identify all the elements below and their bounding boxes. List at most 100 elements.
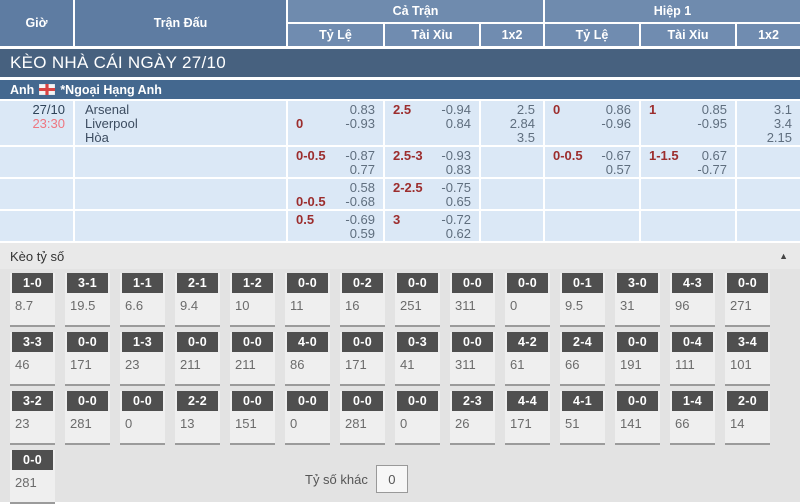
score-strip[interactable]: 0-0 0 — [505, 273, 550, 327]
odds-cell-ft-ou[interactable]: 2-2.5 -0.75 0.65 — [385, 179, 479, 209]
team-name[interactable]: Liverpool — [85, 116, 138, 131]
score-chip[interactable]: 4-1 — [562, 391, 603, 411]
score-chip[interactable]: 1-3 — [122, 332, 163, 352]
score-chip[interactable]: 2-4 — [562, 332, 603, 352]
odds-cell-ft-hdp[interactable]: 0.5 -0.69 0.59 — [288, 211, 383, 241]
score-strip[interactable]: 0-0 0 — [285, 391, 330, 445]
score-strip[interactable]: 0-0 171 — [340, 332, 385, 386]
score-chip[interactable]: 0-0 — [232, 332, 273, 352]
score-chip[interactable]: 3-3 — [12, 332, 53, 352]
score-chip[interactable]: 3-4 — [727, 332, 768, 352]
score-chip[interactable]: 0-0 — [122, 391, 163, 411]
score-chip[interactable]: 0-0 — [727, 273, 768, 293]
score-strip[interactable]: 4-0 86 — [285, 332, 330, 386]
score-chip[interactable]: 0-0 — [617, 332, 658, 352]
score-chip[interactable]: 0-0 — [617, 391, 658, 411]
score-strip[interactable]: 0-4 111 — [670, 332, 715, 386]
score-chip[interactable]: 0-0 — [342, 391, 383, 411]
score-chip[interactable]: 2-2 — [177, 391, 218, 411]
score-strip[interactable]: 2-4 66 — [560, 332, 605, 386]
score-strip[interactable]: 2-0 14 — [725, 391, 770, 445]
score-chip[interactable]: 3-1 — [67, 273, 108, 293]
score-chip[interactable]: 3-2 — [12, 391, 53, 411]
score-strip[interactable]: 0-0 11 — [285, 273, 330, 327]
score-strip[interactable]: 0-0 151 — [230, 391, 275, 445]
score-chip[interactable]: 2-1 — [177, 273, 218, 293]
score-strip[interactable]: 0-0 0 — [120, 391, 165, 445]
odds-cell-ft-ou[interactable]: 2.5 -0.94 0.84 — [385, 101, 479, 145]
score-chip[interactable]: 0-0 — [452, 273, 493, 293]
team-name[interactable]: Hòa — [85, 130, 109, 145]
score-strip[interactable]: 0-0 251 — [395, 273, 440, 327]
score-chip[interactable]: 0-1 — [562, 273, 603, 293]
odds-cell-ft-hdp[interactable]: 0.58 0-0.5 -0.68 — [288, 179, 383, 209]
score-strip[interactable]: 0-1 9.5 — [560, 273, 605, 327]
score-chip[interactable]: 0-2 — [342, 273, 383, 293]
score-chip[interactable]: 3-0 — [617, 273, 658, 293]
score-chip[interactable]: 4-4 — [507, 391, 548, 411]
score-strip[interactable]: 0-2 16 — [340, 273, 385, 327]
score-chip[interactable]: 1-4 — [672, 391, 713, 411]
score-chip[interactable]: 4-3 — [672, 273, 713, 293]
odds-cell-ft-ou[interactable]: 2.5-3 -0.93 0.83 — [385, 147, 479, 177]
score-strip[interactable]: 2-3 26 — [450, 391, 495, 445]
score-strip[interactable]: 3-1 19.5 — [65, 273, 110, 327]
score-strip[interactable]: 4-4 171 — [505, 391, 550, 445]
score-strip[interactable]: 4-1 51 — [560, 391, 605, 445]
odds-cell-h1-hdp[interactable]: 0 0.86 -0.96 — [545, 101, 639, 145]
score-chip[interactable]: 0-0 — [232, 391, 273, 411]
score-chip[interactable]: 0-0 — [397, 273, 438, 293]
score-strip[interactable]: 4-2 61 — [505, 332, 550, 386]
team-name[interactable]: Arsenal — [85, 102, 130, 117]
score-chip[interactable]: 0-0 — [12, 450, 53, 470]
other-score-input[interactable]: 0 — [375, 465, 408, 493]
score-chip[interactable]: 0-0 — [397, 391, 438, 411]
score-strip[interactable]: 3-0 31 — [615, 273, 660, 327]
score-strip[interactable]: 1-1 6.6 — [120, 273, 165, 327]
score-chip[interactable]: 0-0 — [287, 391, 328, 411]
score-strip[interactable]: 0-0 171 — [65, 332, 110, 386]
score-strip[interactable]: 0-0 281 — [340, 391, 385, 445]
score-strip[interactable]: 1-3 23 — [120, 332, 165, 386]
score-strip[interactable]: 0-0 281 — [10, 450, 55, 504]
collapse-triangle-icon[interactable]: ▲ — [779, 251, 788, 261]
score-strip[interactable]: 4-3 96 — [670, 273, 715, 327]
score-strip[interactable]: 1-2 10 — [230, 273, 275, 327]
score-chip[interactable]: 4-2 — [507, 332, 548, 352]
odds-cell-h1-ou[interactable]: 1 0.85 -0.95 — [641, 101, 735, 145]
score-chip[interactable]: 0-0 — [342, 332, 383, 352]
score-strip[interactable]: 0-3 41 — [395, 332, 440, 386]
score-chip[interactable]: 0-3 — [397, 332, 438, 352]
score-chip[interactable]: 0-0 — [67, 332, 108, 352]
score-chip[interactable]: 0-0 — [507, 273, 548, 293]
score-chip[interactable]: 0-0 — [287, 273, 328, 293]
score-strip[interactable]: 1-0 8.7 — [10, 273, 55, 327]
score-strip[interactable]: 3-2 23 — [10, 391, 55, 445]
score-chip[interactable]: 0-4 — [672, 332, 713, 352]
score-strip[interactable]: 0-0 311 — [450, 332, 495, 386]
score-strip[interactable]: 3-4 101 — [725, 332, 770, 386]
odds-cell-ft-1x2[interactable]: 2.5 2.84 3.5 — [481, 101, 543, 145]
score-chip[interactable]: 0-0 — [177, 332, 218, 352]
odds-cell-ft-hdp[interactable]: 0.83 0 -0.93 — [288, 101, 383, 145]
league-bar[interactable]: Anh *Ngoại Hạng Anh — [0, 80, 800, 99]
score-strip[interactable]: 0-0 271 — [725, 273, 770, 327]
score-chip[interactable]: 2-3 — [452, 391, 493, 411]
score-strip[interactable]: 0-0 191 — [615, 332, 660, 386]
score-chip[interactable]: 0-0 — [452, 332, 493, 352]
score-strip[interactable]: 0-0 211 — [175, 332, 220, 386]
score-strip[interactable]: 3-3 46 — [10, 332, 55, 386]
score-chip[interactable]: 0-0 — [67, 391, 108, 411]
odds-cell-ft-hdp[interactable]: 0-0.5 -0.87 0.77 — [288, 147, 383, 177]
score-strip[interactable]: 2-2 13 — [175, 391, 220, 445]
score-chip[interactable]: 2-0 — [727, 391, 768, 411]
score-strip[interactable]: 1-4 66 — [670, 391, 715, 445]
score-chip[interactable]: 1-0 — [12, 273, 53, 293]
odds-cell-h1-1x2[interactable]: 3.1 3.4 2.15 — [737, 101, 800, 145]
score-chip[interactable]: 1-2 — [232, 273, 273, 293]
score-strip[interactable]: 2-1 9.4 — [175, 273, 220, 327]
score-chip[interactable]: 4-0 — [287, 332, 328, 352]
odds-cell-ft-ou[interactable]: 3 -0.72 0.62 — [385, 211, 479, 241]
score-strip[interactable]: 0-0 0 — [395, 391, 440, 445]
score-strip[interactable]: 0-0 141 — [615, 391, 660, 445]
